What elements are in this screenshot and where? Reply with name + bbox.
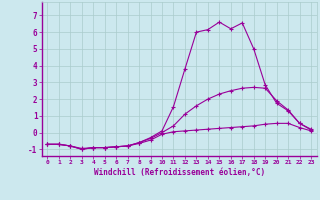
X-axis label: Windchill (Refroidissement éolien,°C): Windchill (Refroidissement éolien,°C) xyxy=(94,168,265,177)
